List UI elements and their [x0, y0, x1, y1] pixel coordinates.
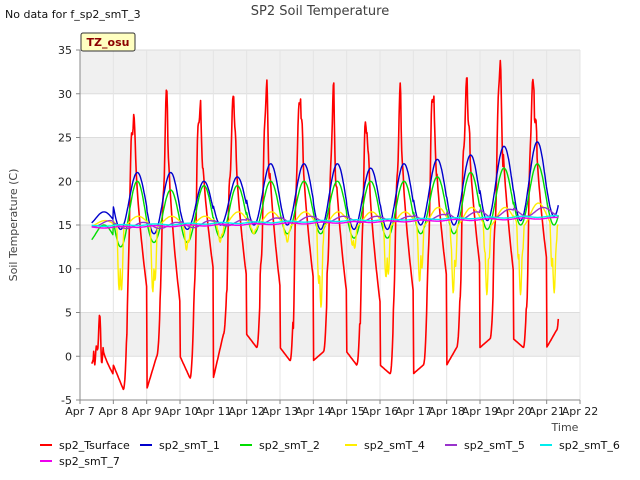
series-line-sp2_Tsurface — [90, 59, 560, 391]
series-line-sp2_smT_1 — [91, 141, 559, 235]
y-tick-label: 10 — [58, 263, 72, 276]
series-line-sp2_smT_6 — [91, 214, 559, 228]
y-tick-label: 20 — [58, 175, 72, 188]
x-tick-label: Apr 15 — [328, 405, 365, 418]
legend-label-sp2_smT_5: sp2_smT_5 — [464, 439, 525, 452]
y-tick-label: 30 — [58, 88, 72, 101]
x-tick-label: Apr 7 — [65, 405, 95, 418]
y-tick-label: 15 — [58, 219, 72, 232]
plot-band — [80, 225, 580, 269]
x-tick-label: Apr 9 — [132, 405, 162, 418]
no-data-message: No data for f_sp2_smT_3 — [5, 8, 141, 21]
y-tick-label: 0 — [65, 350, 72, 363]
x-tick-label: Apr 14 — [295, 405, 332, 418]
plot-band — [80, 312, 580, 357]
legend-label-sp2_smT_2: sp2_smT_2 — [259, 439, 320, 452]
tag-badge-label: TZ_osu — [87, 36, 130, 49]
y-tick-label: 25 — [58, 132, 72, 145]
legend-label-sp2_Tsurface: sp2_Tsurface — [59, 439, 130, 452]
x-axis-label: Time — [551, 421, 579, 434]
y-tick-label: 35 — [58, 44, 72, 57]
x-tick-label: Apr 16 — [362, 405, 399, 418]
x-tick-label: Apr 10 — [162, 405, 199, 418]
tag-badge-box — [80, 32, 136, 52]
series-layer — [90, 59, 560, 391]
x-tick-label: Apr 21 — [528, 405, 565, 418]
legend-label-sp2_smT_6: sp2_smT_6 — [559, 439, 620, 452]
x-tick-label: Apr 11 — [195, 405, 232, 418]
series-line-sp2_smT_7 — [91, 216, 559, 229]
x-tick-label: Apr 17 — [395, 405, 432, 418]
y-axis-label: Soil Temperature (C) — [7, 169, 20, 282]
legend-label-sp2_smT_4: sp2_smT_4 — [364, 439, 425, 452]
plot-band — [80, 50, 580, 94]
x-tick-label: Apr 13 — [262, 405, 299, 418]
tag-badge: TZ_osu — [80, 32, 136, 52]
legend-label-sp2_smT_7: sp2_smT_7 — [59, 455, 120, 468]
x-tick-label: Apr 22 — [562, 405, 599, 418]
legend: sp2_Tsurface sp2_smT_1 sp2_smT_2 sp2_smT_4 s… — [40, 439, 620, 468]
x-tick-label: Apr 8 — [99, 405, 129, 418]
x-tick-label: Apr 19 — [462, 405, 499, 418]
x-tick-label: Apr 18 — [428, 405, 465, 418]
legend-label-sp2_smT_1: sp2_smT_1 — [159, 439, 220, 452]
x-tick-label: Apr 20 — [495, 405, 532, 418]
x-tick-label: Apr 12 — [228, 405, 265, 418]
chart-title: SP2 Soil Temperature — [251, 4, 389, 19]
y-tick-label: -5 — [61, 394, 72, 407]
y-tick-label: 5 — [65, 307, 72, 320]
